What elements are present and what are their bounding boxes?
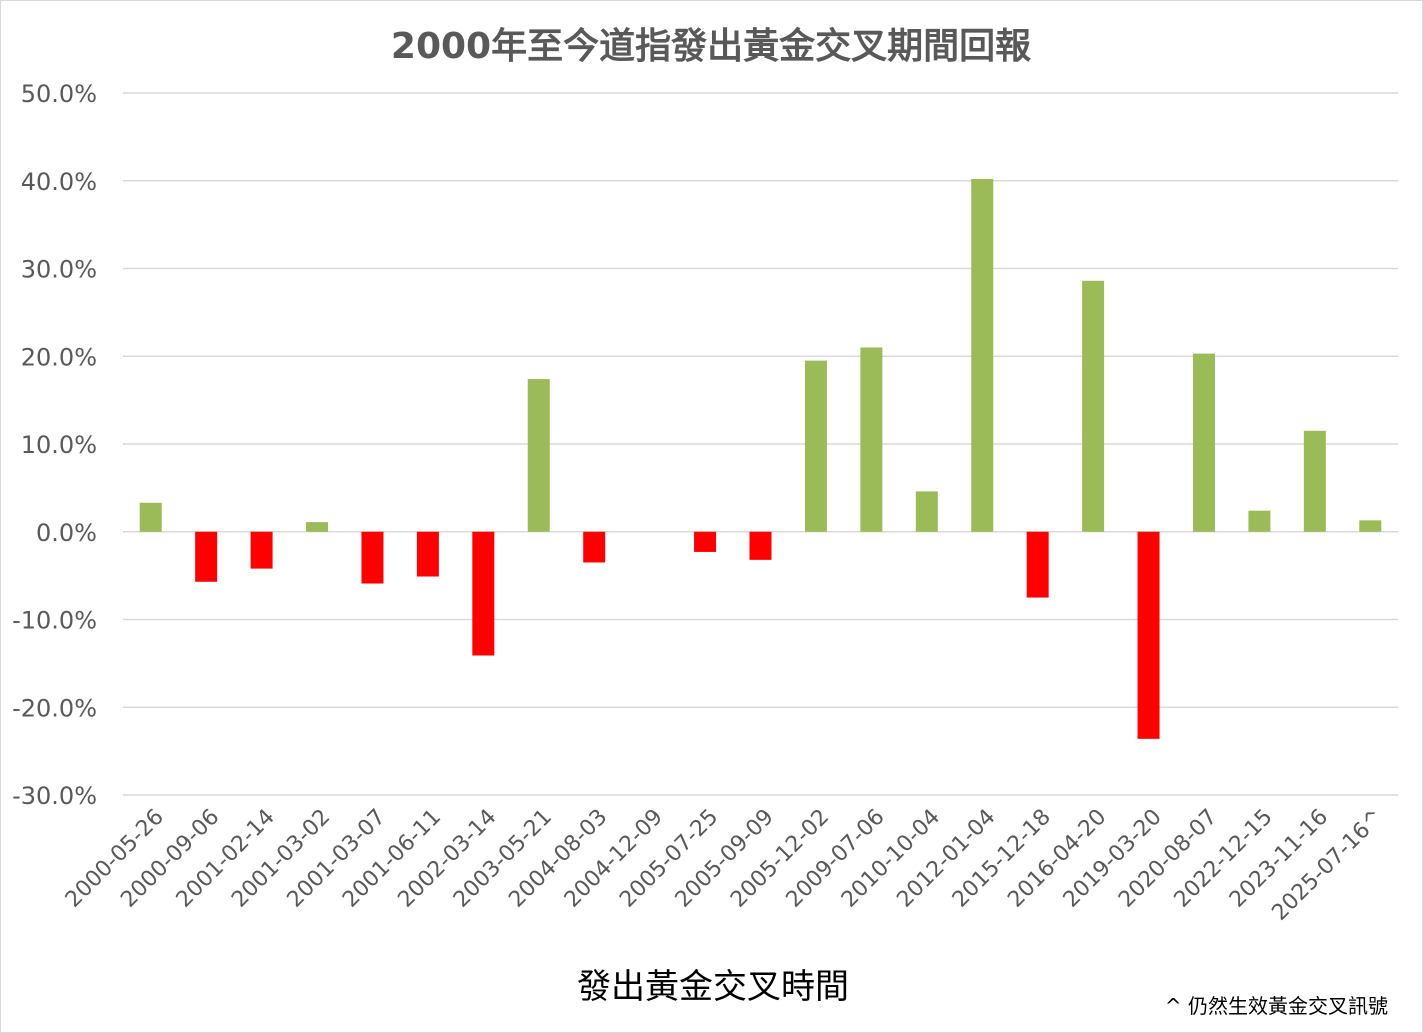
bar bbox=[915, 491, 938, 532]
bar bbox=[749, 531, 772, 560]
bar bbox=[250, 531, 273, 569]
bar bbox=[195, 531, 218, 582]
y-tick-label: 20.0% bbox=[21, 343, 97, 371]
bar bbox=[804, 360, 827, 532]
bar bbox=[472, 531, 495, 656]
y-tick-label: -20.0% bbox=[12, 694, 97, 722]
bar bbox=[971, 178, 994, 532]
chart-title: 2000年至今道指發出黃金交叉期間回報 bbox=[391, 25, 1031, 67]
y-tick-label: -10.0% bbox=[12, 607, 97, 635]
y-tick-label: 10.0% bbox=[21, 431, 97, 459]
y-tick-label: 50.0% bbox=[21, 80, 97, 108]
bar bbox=[860, 347, 883, 532]
bar bbox=[416, 531, 439, 577]
bar bbox=[1026, 531, 1049, 598]
bar bbox=[1137, 531, 1160, 739]
y-tick-label: 0.0% bbox=[36, 519, 97, 547]
bar bbox=[306, 522, 329, 532]
y-tick-label: 40.0% bbox=[21, 168, 97, 196]
bar bbox=[1248, 510, 1271, 532]
bar bbox=[1192, 353, 1215, 532]
bar bbox=[139, 502, 162, 532]
bar bbox=[583, 531, 606, 563]
bar bbox=[527, 379, 550, 532]
y-tick-label: -30.0% bbox=[12, 782, 97, 810]
bar bbox=[361, 531, 384, 584]
bar bbox=[694, 531, 717, 552]
y-tick-label: 30.0% bbox=[21, 256, 97, 284]
footnote: ^ 仍然生效黃金交叉訊號 bbox=[1165, 994, 1388, 1018]
bar bbox=[1303, 430, 1326, 532]
bar bbox=[1082, 280, 1105, 532]
x-axis-title: 發出黃金交叉時間 bbox=[577, 967, 849, 1007]
bar bbox=[1359, 520, 1382, 532]
